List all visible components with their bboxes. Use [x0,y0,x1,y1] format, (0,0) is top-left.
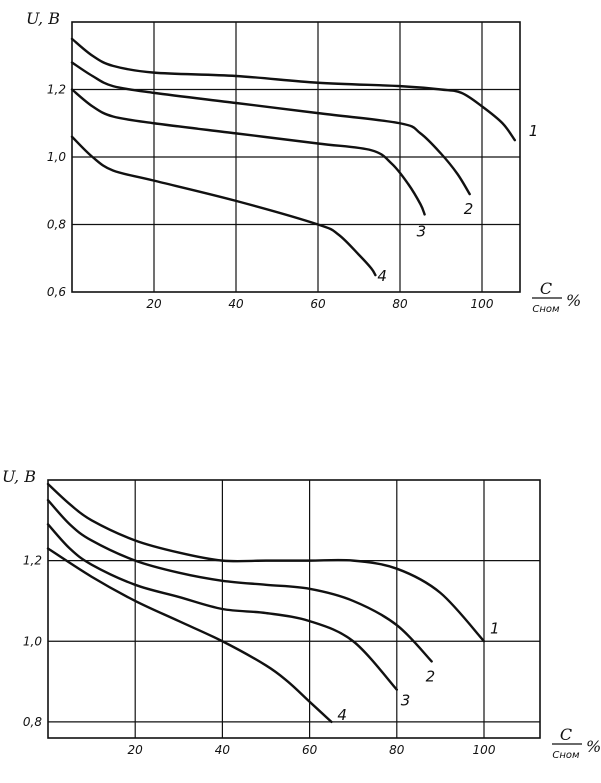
y-tick-label: 0,8 [23,715,42,729]
x-tick-label: 20 [128,743,144,757]
x-tick-label: 100 [473,743,496,757]
chart-bottom: 20 40 60 80 100 0,8 1,0 1,2 U, B C Сном % 1 23 4 [2,467,601,761]
x-tick-label: 100 [471,297,494,311]
x-tick-label: 40 [228,297,244,311]
series-4-label: 4 [337,706,347,724]
x-tick-label: 20 [146,297,162,311]
x-tick-label: 80 [392,297,408,311]
y-tick-label: 1,0 [47,150,66,164]
series-3-line [70,88,426,216]
x-axis-label-numerator: C [560,725,572,744]
series-3-label: 3 [417,222,427,240]
x-tick-label: 80 [389,743,405,757]
y-axis-label: U, B [2,467,36,486]
series-2-label: 2 [464,200,474,218]
x-tick-label: 60 [310,297,326,311]
x-axis-label-denominator: Сном [552,750,580,761]
x-axis-label-unit: % [586,737,601,756]
y-tick-label: 0,8 [47,218,66,232]
x-axis-label-numerator: C [540,279,552,298]
x-axis-label-denominator: Сном [532,304,560,315]
series-4-line [46,547,333,724]
series-1-label: 1 [529,122,539,140]
series-4-label: 4 [377,267,387,285]
series-1-label: 1 [490,619,500,637]
y-tick-label: 1,2 [23,554,42,568]
y-tick-label: 0,6 [47,285,66,299]
series-1-line [46,482,486,643]
plot-frame [47,479,541,739]
y-axis-label: U, B [26,9,60,28]
chart-top: 20 40 60 80 100 0,6 0,8 1,0 1,2 U, B C Сном % 1 2 3 4 [26,9,581,315]
series-3-line [46,523,398,691]
y-tick-label: 1,0 [23,634,42,648]
x-tick-label: 60 [302,743,318,757]
series-2-line [70,61,471,196]
series-4-line [70,135,377,277]
series-1-line [70,37,516,142]
x-tick-label: 40 [215,743,231,757]
series-2-label: 2 [426,667,436,685]
series-3-label: 3 [401,692,411,710]
x-axis-label-unit: % [566,291,581,310]
y-tick-label: 1,2 [47,83,66,97]
series-2-line [46,498,433,663]
